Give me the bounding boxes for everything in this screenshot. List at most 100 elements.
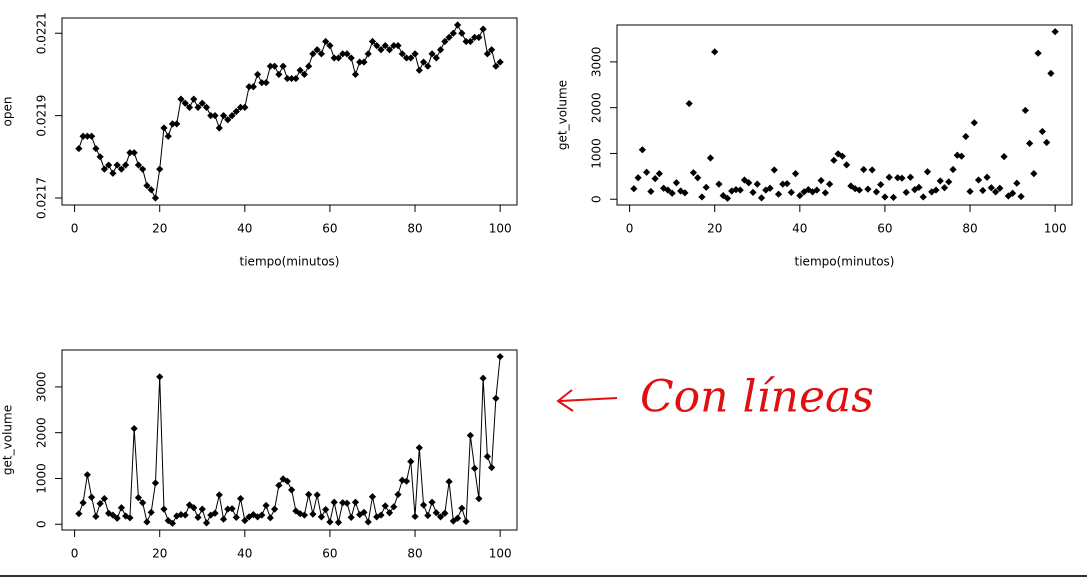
data-point — [398, 50, 406, 58]
data-point — [838, 152, 846, 160]
data-point — [749, 188, 757, 196]
data-point — [796, 191, 804, 200]
data-point — [228, 505, 236, 513]
data-point — [262, 79, 270, 87]
data-point — [109, 511, 117, 519]
x-tick-label: 20 — [707, 222, 722, 236]
data-point — [198, 99, 206, 107]
data-point — [351, 498, 360, 506]
data-point — [1030, 169, 1038, 178]
data-point — [800, 188, 808, 196]
data-point — [228, 112, 236, 120]
y-tick-label: 0.0221 — [35, 12, 49, 54]
data-point — [100, 165, 108, 173]
data-point — [402, 54, 411, 62]
data-point — [271, 505, 279, 513]
data-point — [151, 194, 160, 202]
data-point — [471, 464, 479, 472]
data-point — [898, 174, 906, 182]
data-point — [436, 513, 445, 521]
data-point — [411, 50, 419, 58]
data-point — [177, 95, 185, 103]
data-point — [928, 188, 936, 196]
data-point — [305, 62, 313, 70]
data-point — [88, 132, 96, 140]
data-point — [300, 511, 308, 519]
data-point — [368, 37, 377, 46]
data-point — [88, 493, 96, 501]
data-point — [774, 190, 783, 198]
annotation: Con líneas — [640, 372, 874, 423]
data-point — [300, 70, 308, 79]
data-point — [173, 120, 181, 128]
data-point — [339, 50, 347, 58]
data-point — [488, 463, 496, 472]
data-point — [177, 511, 185, 519]
data-point — [711, 48, 719, 56]
data-point — [453, 21, 462, 29]
data-point — [471, 33, 479, 41]
y-tick-label: 2000 — [590, 92, 604, 123]
data-point — [732, 186, 740, 194]
data-point — [970, 119, 978, 127]
y-tick-label: 1000 — [35, 463, 49, 494]
data-point — [322, 505, 330, 514]
data-point — [1047, 69, 1055, 77]
data-point — [428, 50, 436, 58]
data-point — [219, 112, 228, 120]
data-point — [830, 156, 838, 164]
data-point — [753, 180, 761, 188]
data-point — [147, 186, 155, 194]
data-point — [394, 490, 402, 499]
data-point — [288, 74, 296, 83]
data-point — [496, 353, 504, 361]
data-point — [190, 95, 198, 103]
data-point — [211, 112, 219, 120]
data-point — [415, 66, 423, 74]
data-point — [715, 180, 723, 188]
data-point — [373, 41, 381, 50]
data-point — [339, 499, 347, 507]
data-point — [1021, 106, 1029, 115]
data-point — [453, 514, 462, 522]
data-point — [664, 186, 672, 194]
data-point — [241, 516, 249, 525]
data-point — [236, 103, 245, 111]
data-point — [813, 186, 821, 194]
data-point — [343, 499, 351, 507]
data-point — [130, 149, 138, 157]
data-point — [1000, 153, 1008, 161]
data-point — [740, 176, 749, 184]
x-tick-label: 0 — [71, 547, 79, 561]
data-point — [173, 512, 181, 520]
data-point — [360, 508, 368, 516]
data-point — [96, 153, 104, 161]
data-point — [139, 499, 147, 507]
data-point — [864, 185, 872, 193]
data-point — [385, 509, 394, 517]
data-point — [181, 99, 189, 107]
data-point — [689, 169, 698, 177]
data-point — [326, 518, 334, 526]
data-point — [283, 477, 291, 485]
x-tick-label: 0 — [71, 222, 79, 236]
data-point — [134, 161, 143, 169]
y-tick-label: 1000 — [590, 138, 604, 169]
data-point — [445, 33, 453, 41]
data-point — [283, 74, 291, 83]
y-tick-label: 3000 — [590, 47, 604, 78]
data-point — [728, 187, 736, 195]
data-point — [643, 168, 651, 176]
data-point — [736, 186, 744, 194]
data-point — [432, 54, 440, 62]
data-point — [1017, 192, 1025, 201]
data-point — [475, 494, 483, 503]
data-point — [266, 514, 274, 522]
data-point — [313, 491, 321, 499]
data-point — [407, 457, 415, 466]
data-point — [492, 62, 500, 70]
data-point — [843, 161, 851, 169]
x-tick-label: 60 — [877, 222, 892, 236]
data-point — [122, 161, 130, 169]
x-tick-label: 40 — [792, 222, 807, 236]
